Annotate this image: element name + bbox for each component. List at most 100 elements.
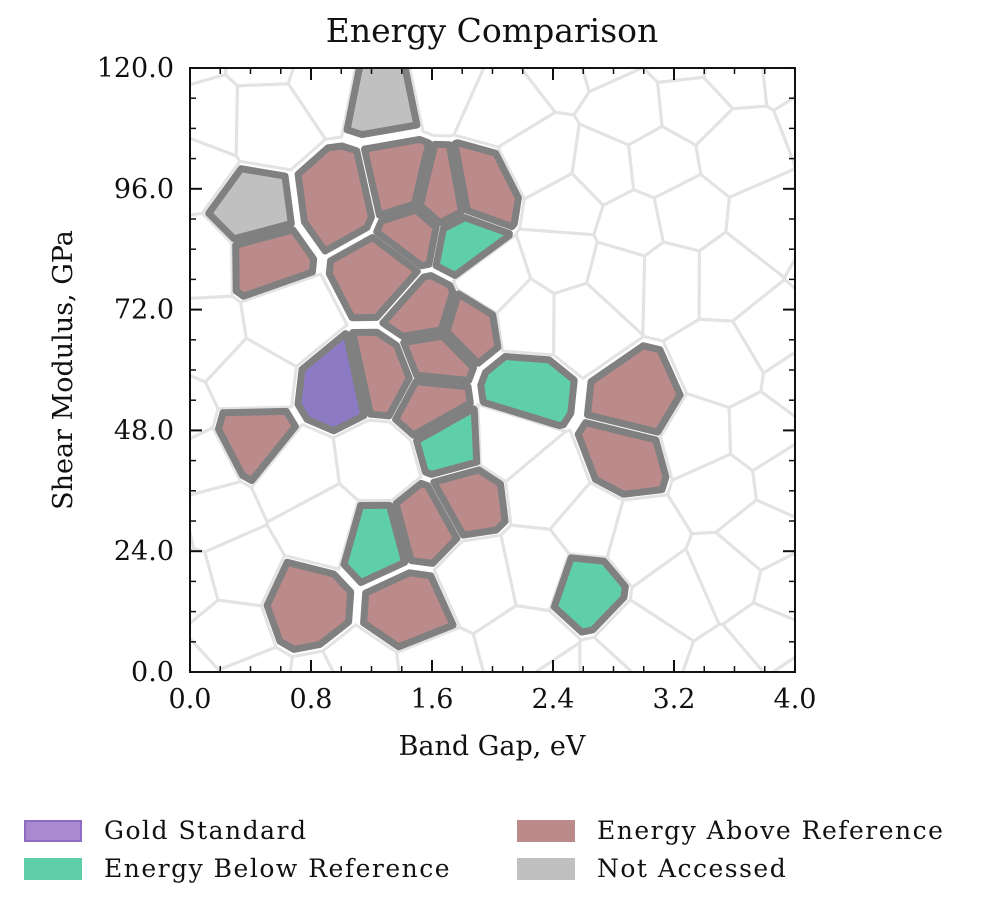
y-tick-label: 72.0 xyxy=(114,295,174,326)
data-cell-above xyxy=(360,569,457,651)
mesh-cell xyxy=(174,0,300,34)
mesh-cell xyxy=(518,171,605,237)
mesh-cell xyxy=(627,124,703,200)
x-tick-label: 1.6 xyxy=(411,684,454,715)
x-tick-label: 3.2 xyxy=(653,684,696,715)
mesh-cell xyxy=(288,649,336,672)
mesh-cell xyxy=(578,635,635,672)
mesh-cell xyxy=(641,240,701,343)
mesh-cell xyxy=(504,428,592,531)
y-tick-label: 120.0 xyxy=(97,53,174,84)
data-cell-above xyxy=(232,226,318,300)
data-cell-not-accessed xyxy=(205,165,295,243)
mesh-cell xyxy=(216,645,294,672)
mesh-cell xyxy=(656,75,735,147)
mesh-cell xyxy=(761,68,795,112)
data-cell-below xyxy=(340,501,409,586)
mesh-cell xyxy=(770,655,795,672)
legend-swatch-above xyxy=(517,819,575,842)
mesh-cell xyxy=(666,452,758,536)
mesh-cell xyxy=(234,82,327,172)
mesh-cell xyxy=(495,277,556,357)
data-cell-above xyxy=(584,342,684,436)
mesh-cell xyxy=(408,68,486,138)
mesh-cell xyxy=(697,230,787,323)
data-cell-gold xyxy=(294,330,368,435)
data-cell-not-accessed xyxy=(343,68,421,139)
data-cell-above xyxy=(294,142,375,255)
mesh-cell xyxy=(800,605,915,728)
legend-item-not-accessed: Not Accessed xyxy=(517,854,787,883)
y-tick-label: 0.0 xyxy=(131,657,174,688)
cells-group xyxy=(205,68,684,653)
mesh-cell xyxy=(849,65,915,154)
mesh-cell xyxy=(70,314,173,431)
data-cell-above xyxy=(263,558,355,653)
data-cell-above xyxy=(373,206,440,270)
legend-label-above: Energy Above Reference xyxy=(597,816,945,845)
y-tick-label: 24.0 xyxy=(114,536,174,567)
legend-label-below: Energy Below Reference xyxy=(104,854,452,883)
mesh-cell xyxy=(321,623,401,672)
mesh-cell xyxy=(819,28,889,94)
mesh-cell xyxy=(190,294,248,384)
data-cell-above xyxy=(400,332,477,384)
data-cell-above xyxy=(574,419,670,498)
mesh-cell xyxy=(395,625,486,672)
data-cell-above xyxy=(349,328,413,420)
data-cell-above xyxy=(215,407,299,485)
mesh-cell xyxy=(825,546,915,665)
legend-label-gold: Gold Standard xyxy=(104,816,308,845)
mesh-cell xyxy=(782,256,795,291)
data-cell-above xyxy=(392,378,474,439)
mesh-cell xyxy=(802,0,887,35)
x-tick-label: 4.0 xyxy=(774,684,817,715)
legend-label-not-accessed: Not Accessed xyxy=(597,854,788,883)
data-cell-below xyxy=(432,214,513,279)
data-cell-above xyxy=(361,135,433,219)
mesh-cell xyxy=(702,68,769,111)
legend: Gold Standard Energy Below Reference Ene… xyxy=(24,812,974,892)
mesh-cell xyxy=(204,336,298,411)
data-cell-below xyxy=(550,554,629,636)
mesh-cell xyxy=(190,480,269,554)
legend-item-gold: Gold Standard xyxy=(24,816,308,845)
mesh-cell xyxy=(732,0,804,38)
mesh-cell xyxy=(548,481,625,559)
data-cell-above xyxy=(325,234,421,322)
data-cell-above xyxy=(443,290,502,367)
mesh-cell xyxy=(552,281,646,380)
data-cell-above xyxy=(416,140,466,227)
mesh-cell xyxy=(585,240,647,337)
mesh-cell xyxy=(751,551,795,622)
background-mesh xyxy=(70,0,915,728)
data-cell-above xyxy=(379,272,457,340)
x-tick-label: 0.8 xyxy=(290,684,333,715)
mesh-cell xyxy=(714,498,795,572)
legend-swatch-not-accessed xyxy=(517,857,575,880)
mesh-cell xyxy=(824,324,915,435)
data-cell-above xyxy=(451,139,522,231)
data-cell-below xyxy=(477,353,578,430)
mesh-cell xyxy=(751,442,795,519)
data-cell-above xyxy=(392,479,461,567)
mesh-cell xyxy=(792,163,795,173)
mesh-cell xyxy=(772,95,795,167)
mesh-cell xyxy=(190,373,220,441)
mesh-cell xyxy=(203,523,287,608)
x-tick-label: 0.0 xyxy=(169,684,212,715)
legend-swatch-gold xyxy=(24,819,82,842)
y-axis-label: Shear Modulus, GPa xyxy=(48,230,79,510)
mesh-cell xyxy=(452,68,557,149)
data-cell-above xyxy=(430,466,509,539)
x-axis-label: Band Gap, eV xyxy=(399,731,586,762)
x-tick-label: 2.4 xyxy=(532,684,575,715)
mesh-cell xyxy=(833,252,915,386)
mesh-cell xyxy=(70,0,191,52)
mesh-cell xyxy=(592,188,665,258)
axis-ticks: 0.0 0.8 1.6 2.4 3.2 4.0 0.0 24.0 48.0 72.0 96.0 120… xyxy=(97,53,817,715)
mesh-cell xyxy=(826,486,915,579)
legend-item-above: Energy Above Reference xyxy=(517,816,944,845)
mesh-cell xyxy=(239,272,349,368)
chart-title: Energy Comparison xyxy=(326,11,659,50)
